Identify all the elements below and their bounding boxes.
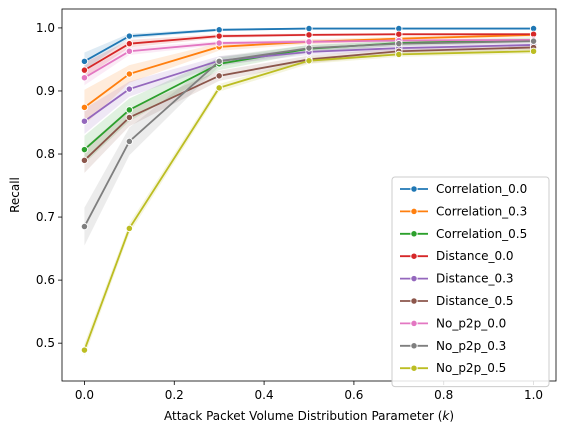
line-distance-0-0 <box>83 33 534 71</box>
band-no-p2p-0-5 <box>84 48 534 357</box>
y-tick-label: 0.6 <box>36 273 55 287</box>
x-tick-label: 0.2 <box>165 388 184 402</box>
point-no-p2p-0-5 <box>305 57 313 65</box>
point-no-p2p-0-0 <box>125 47 134 55</box>
legend-box <box>391 176 550 388</box>
line-distance-0-3 <box>83 44 534 122</box>
point-correlation-0-5 <box>125 106 134 114</box>
legend-marker-no-p2p-0-3 <box>410 342 418 350</box>
series-lines <box>80 24 538 354</box>
band-correlation-0-5 <box>84 37 534 164</box>
point-distance-0-0 <box>395 30 403 38</box>
point-no-p2p-0-3 <box>395 40 403 48</box>
band-distance-0-3 <box>84 42 534 134</box>
y-tick-label: 0.8 <box>36 147 55 161</box>
legend-marker-distance-0-3 <box>410 274 418 283</box>
legend-label-correlation-0-5: Correlation_0.5 <box>436 227 527 241</box>
point-no-p2p-0-5 <box>125 224 134 233</box>
line-distance-0-5 <box>83 46 534 161</box>
y-tick-label: 0.5 <box>36 336 55 350</box>
legend-marker-correlation-0-0 <box>410 185 418 193</box>
x-tick-label: 0.4 <box>255 388 274 402</box>
point-correlation-0-3 <box>125 70 134 78</box>
x-axis-label: Attack Packet Volume Distribution Parame… <box>164 409 454 423</box>
point-no-p2p-0-0 <box>305 38 313 46</box>
y-tick-label: 0.9 <box>36 84 55 98</box>
point-no-p2p-0-0 <box>215 39 223 47</box>
x-tick-label: 0.6 <box>344 388 363 402</box>
point-distance-0-0 <box>80 66 89 74</box>
point-correlation-0-0 <box>80 57 89 65</box>
point-distance-0-0 <box>215 32 223 40</box>
point-correlation-0-5 <box>80 145 89 154</box>
point-no-p2p-0-0 <box>80 74 89 82</box>
legend-label-distance-0-0: Distance_0.0 <box>436 249 514 263</box>
point-correlation-0-0 <box>215 26 223 34</box>
legend-marker-distance-0-0 <box>410 252 418 260</box>
axes: 0.0 0.2 0.4 0.6 0.8 1.0 0.5 0.6 0.7 0.8 0.9 1.0 <box>36 8 557 402</box>
line-no-p2p-0-3 <box>83 40 534 227</box>
line-correlation-0-3 <box>83 33 534 109</box>
legend: Correlation_0.0 Correlation_0.3 Correlatio… <box>391 176 550 388</box>
y-tick-label: 1.0 <box>36 21 55 35</box>
point-no-p2p-0-3 <box>125 137 134 146</box>
legend-label-no-p2p-0-3: No_p2p_0.3 <box>436 339 506 353</box>
plot-frame <box>61 8 557 382</box>
line-no-p2p-0-0 <box>83 38 534 79</box>
point-no-p2p-0-3 <box>529 37 538 45</box>
point-distance-0-5 <box>125 113 134 122</box>
legend-marker-no-p2p-0-5 <box>410 364 418 372</box>
y-tick-label: 0.7 <box>36 210 55 224</box>
legend-marker-correlation-0-5 <box>410 230 418 238</box>
x-tick-label: 0.8 <box>434 388 453 402</box>
legend-label-no-p2p-0-0: No_p2p_0.0 <box>436 316 506 330</box>
point-no-p2p-0-3 <box>305 44 313 52</box>
point-distance-0-5 <box>215 72 223 80</box>
point-no-p2p-0-5 <box>395 50 403 59</box>
point-distance-0-5 <box>80 156 89 164</box>
point-no-p2p-0-3 <box>80 222 89 231</box>
line-correlation-0-0 <box>84 27 534 63</box>
x-axis-label-variable: k <box>442 409 450 423</box>
point-no-p2p-0-5 <box>529 47 538 55</box>
point-distance-0-0 <box>125 40 134 48</box>
x-tick-label: 0.0 <box>75 388 94 402</box>
band-correlation-0-3 <box>84 32 534 126</box>
confidence-bands <box>84 27 534 357</box>
legend-marker-correlation-0-3 <box>410 207 418 216</box>
point-distance-0-3 <box>125 85 134 93</box>
legend-label-correlation-0-0: Correlation_0.0 <box>436 182 527 196</box>
legend-marker-distance-0-5 <box>410 297 418 305</box>
legend-label-distance-0-5: Distance_0.5 <box>436 294 514 308</box>
point-correlation-0-3 <box>80 103 89 112</box>
point-no-p2p-0-3 <box>215 57 223 65</box>
point-no-p2p-0-5 <box>80 346 89 354</box>
legend-label-correlation-0-3: Correlation_0.3 <box>436 204 527 218</box>
x-axis-label-close: ) <box>449 409 454 423</box>
legend-label-no-p2p-0-5: No_p2p_0.5 <box>436 361 506 375</box>
point-correlation-0-0 <box>125 32 134 40</box>
point-distance-0-0 <box>305 31 313 39</box>
y-axis-label: Recall <box>8 177 22 213</box>
x-tick-label: 1.0 <box>524 388 543 402</box>
point-no-p2p-0-5 <box>215 84 223 92</box>
point-distance-0-3 <box>80 117 89 125</box>
point-correlation-0-0 <box>305 24 313 33</box>
line-no-p2p-0-5 <box>83 50 534 351</box>
legend-label-distance-0-3: Distance_0.3 <box>436 272 514 286</box>
x-axis-label-text: Attack Packet Volume Distribution Parame… <box>164 409 442 423</box>
legend-marker-no-p2p-0-0 <box>410 319 418 328</box>
